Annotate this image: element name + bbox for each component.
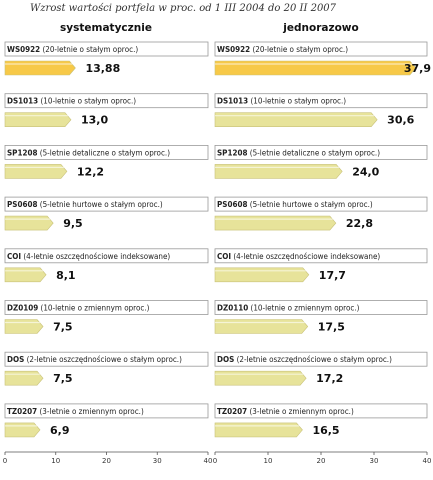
label-box bbox=[214, 196, 428, 212]
bar-jednorazowo-PS0608 bbox=[214, 215, 337, 231]
bar-label: PS0608 (5-letnie hurtowe o stałym oproc.… bbox=[217, 200, 373, 209]
value-label: 13,0 bbox=[81, 114, 108, 127]
label-box bbox=[214, 41, 428, 57]
value-label: 37,9 bbox=[404, 62, 431, 75]
value-label: 16,5 bbox=[312, 424, 339, 437]
x-tick-label: 20 bbox=[102, 457, 111, 465]
x-tick-label: 0 bbox=[213, 457, 217, 465]
bar-label: DS1013 (10-letnie o stałym oproc.) bbox=[217, 97, 346, 106]
bar-label: DS1013 (10-letnie o stałym oproc.) bbox=[7, 97, 136, 106]
bar-systematycznie-DZ0109 bbox=[4, 319, 44, 334]
x-tick-label: 30 bbox=[370, 457, 379, 465]
bar-jednorazowo-COI bbox=[214, 267, 310, 283]
bar-systematycznie-WS0922 bbox=[4, 60, 76, 76]
label-box bbox=[4, 196, 209, 212]
value-label: 17,2 bbox=[316, 372, 343, 385]
bar-jednorazowo-DS1013 bbox=[214, 112, 378, 127]
bar-systematycznie-DS1013 bbox=[4, 112, 72, 127]
bar-label: COI (4-letnie oszczędnościowe indeksowan… bbox=[217, 251, 380, 261]
x-tick-label: 10 bbox=[51, 457, 60, 465]
value-label: 9,5 bbox=[63, 217, 83, 230]
bar-jednorazowo-SP1208 bbox=[214, 164, 343, 179]
label-box bbox=[4, 300, 209, 315]
value-label: 8,1 bbox=[56, 269, 76, 282]
panel-title-jednorazowo: jednorazowo bbox=[283, 22, 359, 34]
bar-label: DZ0110 (10-letnie o zmiennym oproc.) bbox=[217, 304, 360, 313]
label-box bbox=[214, 403, 428, 419]
label-box bbox=[4, 248, 209, 264]
bar-label: DOS (2-letnie oszczędnościowe o stałym o… bbox=[7, 354, 182, 364]
value-label: 24,0 bbox=[352, 165, 379, 178]
x-tick-label: 40 bbox=[204, 457, 213, 465]
value-label: 7,5 bbox=[53, 321, 73, 334]
bar-label: SP1208 (5-letnie detaliczne o stałym opr… bbox=[217, 148, 380, 157]
bar-label: DOS (2-letnie oszczędnościowe o stałym o… bbox=[217, 354, 392, 364]
label-box bbox=[214, 300, 428, 315]
label-box bbox=[214, 248, 428, 264]
label-box bbox=[4, 351, 209, 367]
bar-label: COI (4-letnie oszczędnościowe indeksowan… bbox=[7, 251, 170, 261]
value-label: 17,7 bbox=[319, 269, 346, 282]
value-label: 22,8 bbox=[346, 217, 373, 230]
bar-label: PS0608 (5-letnie hurtowe o stałym oproc.… bbox=[7, 200, 163, 209]
label-box bbox=[214, 144, 428, 160]
value-label: 13,88 bbox=[85, 62, 120, 75]
panel-title-systematycznie: systematycznie bbox=[60, 22, 152, 34]
bar-label: WS0922 (20-letnie o stałym oprоc.) bbox=[7, 45, 138, 54]
bar-systematycznie-PS0608 bbox=[4, 215, 54, 231]
value-label: 12,2 bbox=[77, 165, 104, 178]
value-label: 7,5 bbox=[53, 372, 73, 385]
bar-label: TZ0207 (3-letnie o zmiennym oproc.) bbox=[217, 407, 354, 416]
bar-label: TZ0207 (3-letnie o zmiennym oproc.) bbox=[7, 407, 144, 416]
label-box bbox=[214, 93, 428, 109]
value-label: 6,9 bbox=[50, 424, 70, 437]
bar-systematycznie-COI bbox=[4, 267, 47, 283]
bar-jednorazowo-DOS bbox=[214, 370, 307, 386]
bar-jednorazowo-DZ0110 bbox=[214, 319, 309, 334]
label-box bbox=[214, 351, 428, 367]
x-tick-label: 30 bbox=[153, 457, 162, 465]
value-label: 30,6 bbox=[387, 114, 414, 127]
label-box bbox=[4, 41, 209, 57]
bar-jednorazowo-WS0922 bbox=[214, 60, 417, 76]
bar-systematycznie-TZ0207 bbox=[4, 422, 41, 438]
x-tick-label: 20 bbox=[317, 457, 326, 465]
bar-label: WS0922 (20-letnie o stałym oproc.) bbox=[217, 45, 348, 54]
x-tick-label: 10 bbox=[264, 457, 273, 465]
value-label: 17,5 bbox=[318, 321, 345, 334]
label-box bbox=[4, 93, 209, 109]
label-box bbox=[4, 403, 209, 419]
bar-systematycznie-SP1208 bbox=[4, 164, 68, 179]
bar-systematycznie-DOS bbox=[4, 370, 44, 386]
x-tick-label: 40 bbox=[423, 457, 432, 465]
x-tick-label: 0 bbox=[3, 457, 7, 465]
bar-label: DZ0109 (10-letnie o zmiennym oproc.) bbox=[7, 304, 150, 313]
label-box bbox=[4, 144, 209, 160]
bar-label: SP1208 (5-letnie detaliczne o stałym opr… bbox=[7, 148, 170, 157]
bar-jednorazowo-TZ0207 bbox=[214, 422, 303, 438]
chart-subtitle: Wzrost wartości portfela w proc. od 1 II… bbox=[30, 3, 337, 14]
